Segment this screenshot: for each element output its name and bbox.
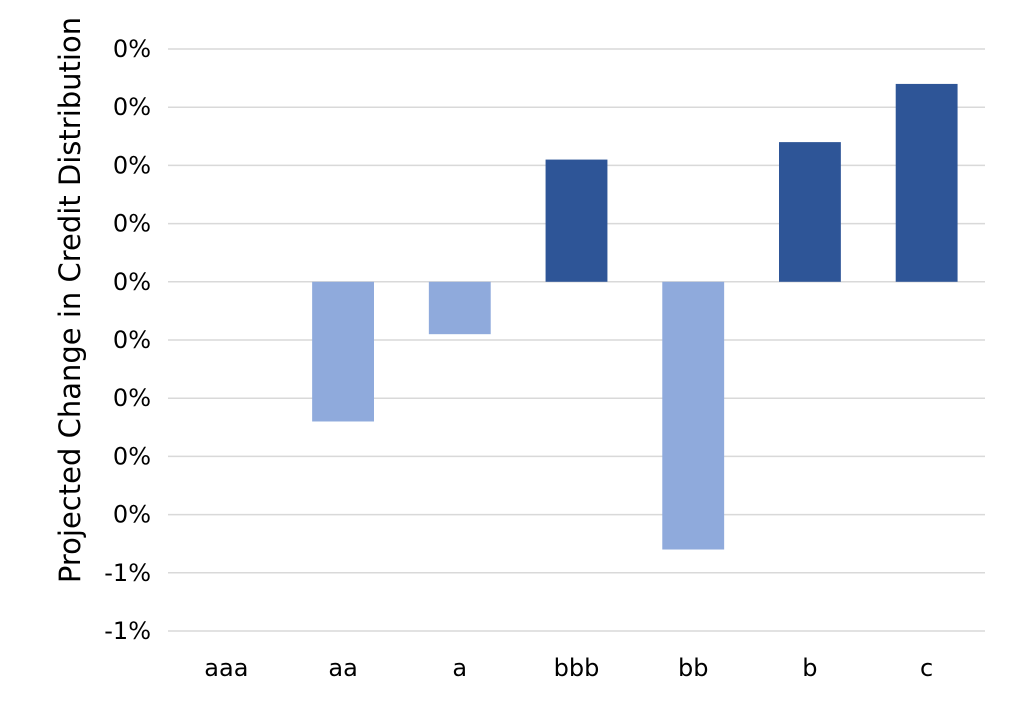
bar-layer xyxy=(312,83,958,550)
x-tick-label-a: a xyxy=(452,654,467,682)
x-tick-label-bb: bb xyxy=(678,654,708,682)
y-axis-title: Projected Change in Credit Distribution xyxy=(53,17,87,583)
x-tick-label-b: b xyxy=(802,654,817,682)
y-tick-label: 0% xyxy=(113,93,151,121)
y-tick-label: -1% xyxy=(104,617,151,645)
x-tick-label-bbb: bbb xyxy=(554,654,600,682)
y-tick-label: 0% xyxy=(113,326,151,354)
y-tick-label: 0% xyxy=(113,210,151,238)
y-tick-label: -1% xyxy=(104,559,151,587)
bar-aa xyxy=(312,281,375,422)
bar-bb xyxy=(662,281,725,550)
bar-a xyxy=(428,281,491,335)
y-tick-label: 0% xyxy=(113,35,151,63)
bar-bbb xyxy=(545,159,608,282)
x-tick-labels: aaa aa a bbb bb b c xyxy=(204,654,933,682)
y-tick-label: 0% xyxy=(113,151,151,179)
x-tick-label-c: c xyxy=(920,654,933,682)
bar-b xyxy=(778,142,841,282)
y-tick-labels: 0% 0% 0% 0% 0% 0% 0% 0% 0% -1% -1% xyxy=(104,35,151,645)
y-tick-label: 0% xyxy=(113,442,151,470)
grid-layer xyxy=(168,48,985,632)
y-tick-label: 0% xyxy=(113,268,151,296)
bar-c xyxy=(895,83,958,282)
x-tick-label-aa: aa xyxy=(328,654,357,682)
y-tick-label: 0% xyxy=(113,501,151,529)
x-tick-label-aaa: aaa xyxy=(204,654,248,682)
y-tick-label: 0% xyxy=(113,384,151,412)
